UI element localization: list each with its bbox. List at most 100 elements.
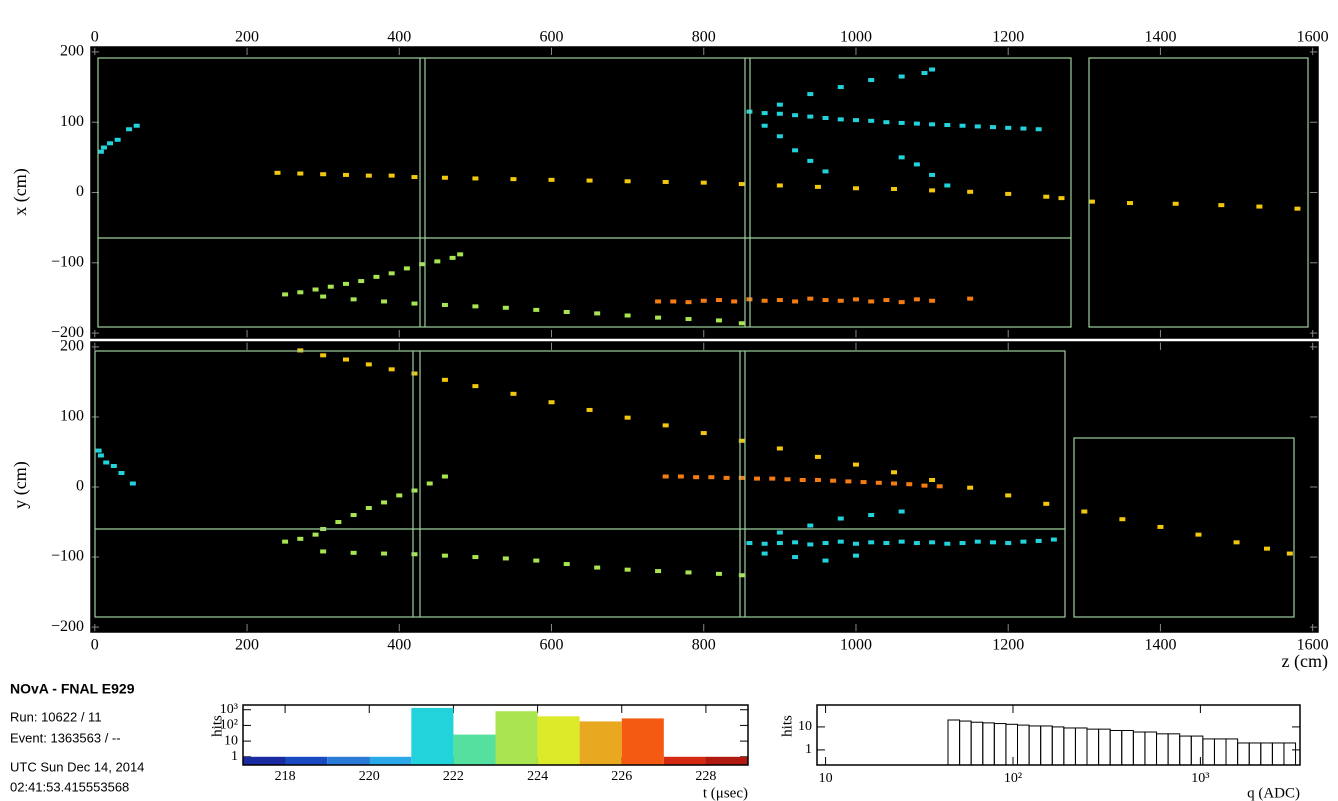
hit (389, 271, 395, 275)
hit (883, 541, 889, 545)
hit (739, 321, 745, 325)
hit (792, 299, 798, 303)
plot-background (817, 705, 1300, 765)
y-tick-label: 10 (798, 719, 812, 734)
y-axis-title: hits (209, 715, 225, 737)
hit (762, 299, 768, 303)
hit (792, 113, 798, 117)
hit (98, 150, 104, 154)
hit (815, 185, 821, 189)
x-tick-label: 0 (91, 29, 99, 46)
hit (701, 431, 707, 435)
hit (549, 178, 555, 182)
hit (975, 124, 981, 128)
hit (914, 541, 920, 545)
bar (369, 757, 411, 765)
hit (1089, 200, 1095, 204)
bar (706, 757, 748, 765)
hit (282, 540, 288, 544)
hit (777, 103, 783, 107)
hit (777, 298, 783, 302)
hit (944, 123, 950, 127)
hit (807, 524, 813, 528)
hit (396, 493, 402, 497)
hit (1157, 525, 1163, 529)
hit (351, 297, 357, 301)
x-tick-label: 200 (235, 29, 259, 46)
hit (929, 173, 935, 177)
hit (914, 162, 920, 166)
hit (96, 449, 102, 453)
time: 02:41:53.415553568 (10, 779, 129, 794)
hit (1005, 541, 1011, 545)
hit (792, 540, 798, 544)
hit (1127, 201, 1133, 205)
hit (853, 297, 859, 301)
hit (411, 302, 417, 306)
hit (686, 300, 692, 304)
y-tick-label: 200 (60, 338, 84, 355)
x-tick-label: 10² (1004, 771, 1022, 786)
hit (899, 510, 905, 514)
event-display: NOvA - FNAL E929 Run: 10622 / 11 Event: … (0, 0, 1338, 801)
hit (929, 478, 935, 482)
y-axis-title: hits (779, 715, 795, 737)
hit (625, 314, 631, 318)
hit (883, 120, 889, 124)
hit (868, 78, 874, 82)
hit (404, 266, 410, 270)
hit (533, 559, 539, 563)
hit (807, 159, 813, 163)
x-tick-label: 800 (692, 29, 716, 46)
hit (1005, 192, 1011, 196)
bar (327, 757, 369, 765)
hit (274, 171, 280, 175)
hit (101, 146, 107, 150)
x-tick-label: 400 (387, 29, 411, 46)
hit (868, 299, 874, 303)
plot-background (91, 342, 1318, 632)
x-tick-label: 800 (692, 637, 716, 654)
hit (655, 569, 661, 573)
y-tick-label: 10 (224, 733, 238, 748)
hit (625, 568, 631, 572)
hit (853, 186, 859, 190)
bar (411, 708, 453, 765)
hit (115, 138, 121, 142)
hit (967, 297, 973, 301)
hit (130, 481, 136, 485)
hit (335, 520, 341, 524)
x-tick-label: 1000 (840, 29, 872, 46)
hit (777, 541, 783, 545)
hit (1218, 203, 1224, 207)
hit (929, 299, 935, 303)
hit (282, 292, 288, 296)
hit (929, 67, 935, 71)
hit (107, 141, 113, 145)
hit (655, 316, 661, 320)
hit (472, 555, 478, 559)
hit (297, 290, 303, 294)
x-tick-label: 226 (611, 769, 632, 784)
hit (883, 298, 889, 302)
hit (678, 474, 684, 478)
hit (899, 75, 905, 79)
x-tick-label: 600 (540, 637, 564, 654)
hit (891, 470, 897, 474)
hit (472, 304, 478, 308)
hit (731, 299, 737, 303)
hit (320, 172, 326, 176)
hit (442, 554, 448, 558)
hit (625, 179, 631, 183)
hit (937, 484, 943, 488)
hit (716, 318, 722, 322)
hit (389, 174, 395, 178)
hit (960, 541, 966, 545)
hit (450, 256, 456, 260)
hit (769, 477, 775, 481)
x-tick-label: 222 (443, 769, 464, 784)
hit (853, 542, 859, 546)
hit (118, 471, 124, 475)
hit (914, 122, 920, 126)
hit (510, 177, 516, 181)
